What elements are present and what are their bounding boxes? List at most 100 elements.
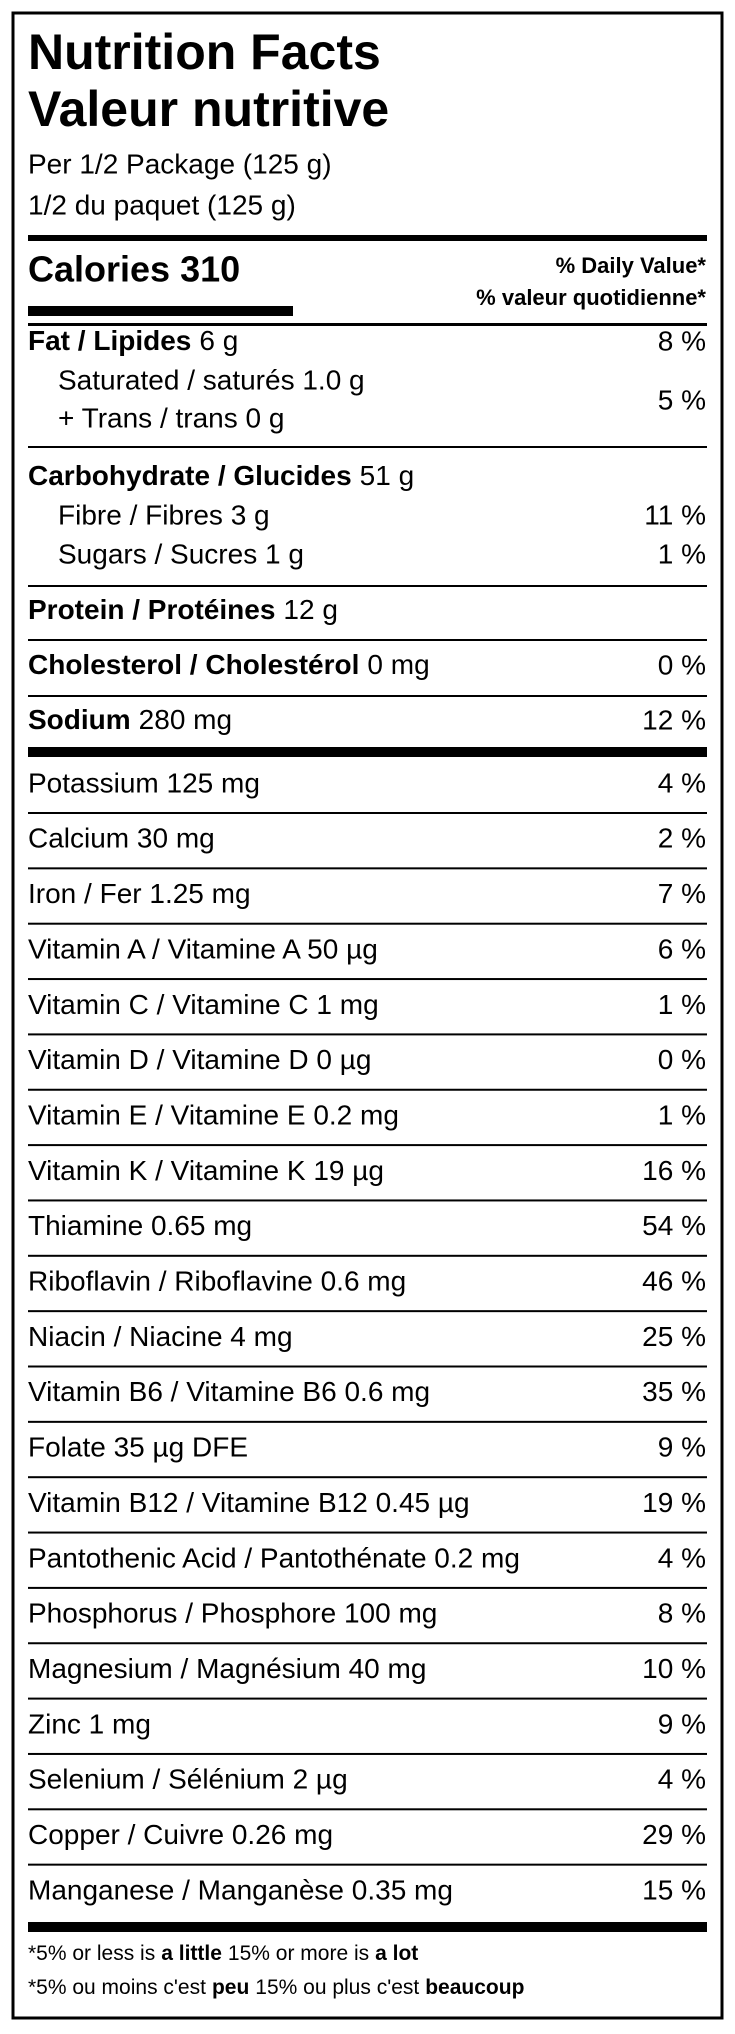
- sub-nutrient: Fibre / Fibres 3 g: [58, 499, 270, 530]
- dv: 7 %: [658, 878, 706, 909]
- nutrient-name: Protein / Protéines: [28, 594, 275, 625]
- serving: 1/2 du paquet (125 g): [28, 189, 296, 220]
- nutrient: Protein / Protéines 12 g: [28, 594, 338, 625]
- dv: 0 %: [658, 1044, 706, 1075]
- nutrient-name: Carbohydrate / Glucides: [28, 460, 352, 491]
- rule: [28, 812, 707, 814]
- mineral-name: Vitamin B6 / Vitamine B6 0.6 mg: [28, 1376, 430, 1407]
- rule: [28, 1144, 707, 1147]
- dv: 10 %: [642, 1653, 706, 1684]
- dv: 2 %: [658, 823, 706, 854]
- rule: [28, 867, 707, 870]
- nutrient: Carbohydrate / Glucides 51 g: [28, 460, 414, 491]
- title: Nutrition Facts: [28, 24, 381, 80]
- rule: [28, 446, 707, 448]
- dv: 8 %: [658, 325, 706, 356]
- dv: 9 %: [658, 1708, 706, 1739]
- amount: 280 mg: [139, 704, 232, 735]
- dv: 8 %: [658, 1598, 706, 1629]
- rule: [28, 1254, 707, 1257]
- mineral-name: Vitamin C / Vitamine C 1 mg: [28, 989, 379, 1020]
- footnote-part: a little: [161, 1942, 222, 1965]
- serving: Per 1/2 Package (125 g): [28, 148, 332, 179]
- mineral-name: Phosphorus / Phosphore 100 mg: [28, 1598, 437, 1629]
- rule: [28, 1476, 707, 1479]
- mineral-name: Copper / Cuivre 0.26 mg: [28, 1819, 333, 1850]
- rule: [28, 1088, 707, 1091]
- dv: 1 %: [658, 538, 706, 569]
- dv: 4 %: [658, 767, 706, 798]
- rule: [28, 1365, 707, 1368]
- sub-nutrient: Saturated / saturés 1.0 g: [58, 364, 365, 395]
- nutrient: Cholesterol / Cholestérol 0 mg: [28, 649, 430, 680]
- dv: 0 %: [658, 649, 706, 680]
- mineral-name: Selenium / Sélénium 2 µg: [28, 1764, 348, 1795]
- mineral-name: Riboflavin / Riboflavine 0.6 mg: [28, 1266, 406, 1297]
- rule: [28, 1642, 707, 1645]
- dv: 1 %: [658, 1099, 706, 1130]
- mineral-name: Vitamin E / Vitamine E 0.2 mg: [28, 1099, 399, 1130]
- mineral-name: Manganese / Manganèse 0.35 mg: [28, 1874, 453, 1905]
- dv: 9 %: [658, 1432, 706, 1463]
- rule: [28, 1586, 707, 1589]
- rule: [28, 235, 707, 241]
- rule: [28, 639, 707, 641]
- footnote: *5% or less is a little 15% or more is a lo…: [28, 1942, 418, 1965]
- dv: 1 %: [658, 989, 706, 1020]
- footnote-part: beaucoup: [425, 1976, 524, 1999]
- nutrient-name: Fat / Lipides: [28, 325, 191, 356]
- footnote-part: *5% or less is: [28, 1942, 155, 1965]
- rule: [28, 323, 707, 326]
- dv: 5 %: [658, 384, 706, 415]
- mineral-name: Vitamin B12 / Vitamine B12 0.45 µg: [28, 1487, 470, 1518]
- mineral-name: Niacin / Niacine 4 mg: [28, 1321, 293, 1352]
- mineral-name: Iron / Fer 1.25 mg: [28, 878, 251, 909]
- dv: 4 %: [658, 1542, 706, 1573]
- rule: [28, 1863, 707, 1866]
- dv: 15 %: [642, 1874, 706, 1905]
- footnote: *5% ou moins c'est peu 15% ou plus c'est be…: [28, 1976, 524, 1999]
- rule: [28, 978, 707, 981]
- rule: [28, 1199, 707, 1202]
- nutrient: Fat / Lipides 6 g: [28, 325, 238, 356]
- rule: [28, 306, 293, 316]
- rule: [28, 695, 707, 697]
- amount: 51 g: [360, 460, 415, 491]
- dv-header: % Daily Value*: [556, 253, 707, 278]
- dv: 12 %: [642, 704, 706, 735]
- footnote-part: 15% ou plus c'est: [255, 1976, 419, 1999]
- dv: 19 %: [642, 1487, 706, 1518]
- dv: 35 %: [642, 1376, 706, 1407]
- nutrient: Sodium 280 mg: [28, 704, 232, 735]
- calories: Calories 310: [28, 249, 240, 290]
- mineral-name: Pantothenic Acid / Pantothénate 0.2 mg: [28, 1542, 520, 1573]
- amount: 0 mg: [367, 649, 429, 680]
- dv: 11 %: [644, 499, 706, 530]
- dv: 25 %: [642, 1321, 706, 1352]
- mineral-name: Thiamine 0.65 mg: [28, 1210, 252, 1241]
- dv: 54 %: [642, 1210, 706, 1241]
- dv: 46 %: [642, 1266, 706, 1297]
- mineral-name: Vitamin D / Vitamine D 0 µg: [28, 1044, 371, 1075]
- rule: [28, 1697, 707, 1700]
- dv: 16 %: [642, 1155, 706, 1186]
- rule: [28, 1922, 707, 1932]
- rule: [28, 1420, 707, 1423]
- rule: [28, 1808, 707, 1811]
- rule: [28, 922, 707, 925]
- footnote-part: *5% ou moins c'est: [28, 1976, 206, 1999]
- title: Valeur nutritive: [28, 81, 389, 137]
- mineral-name: Folate 35 µg DFE: [28, 1432, 248, 1463]
- amount: 12 g: [283, 594, 338, 625]
- mineral-name: Zinc 1 mg: [28, 1708, 151, 1739]
- rule: [28, 747, 707, 757]
- rule: [28, 1752, 707, 1755]
- rule: [28, 1033, 707, 1036]
- mineral-name: Vitamin K / Vitamine K 19 µg: [28, 1155, 384, 1186]
- footnote-part: a lot: [375, 1942, 418, 1965]
- mineral-name: Vitamin A / Vitamine A 50 µg: [28, 933, 378, 964]
- border: [11, 11, 724, 2020]
- mineral-name: Potassium 125 mg: [28, 767, 260, 798]
- dv-header: % valeur quotidienne*: [476, 285, 706, 310]
